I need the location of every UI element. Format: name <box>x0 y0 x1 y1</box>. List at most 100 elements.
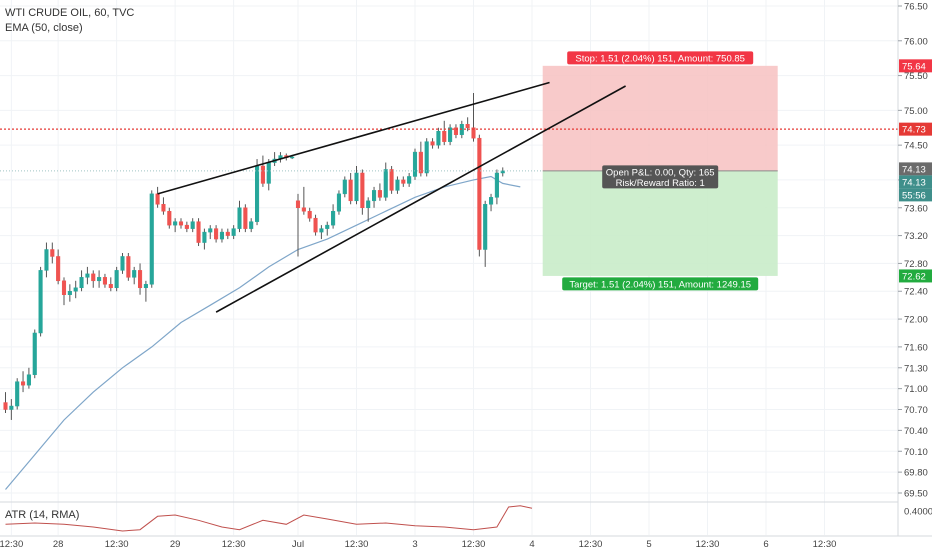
candle[interactable] <box>45 250 49 271</box>
candle[interactable] <box>121 256 125 270</box>
candle[interactable] <box>232 229 236 236</box>
candle[interactable] <box>115 270 119 287</box>
candle[interactable] <box>191 222 195 229</box>
candle[interactable] <box>179 222 183 225</box>
candle[interactable] <box>15 382 19 406</box>
candle[interactable] <box>425 142 429 173</box>
candle[interactable] <box>448 128 452 142</box>
candle[interactable] <box>97 277 101 280</box>
chart-legend: WTI CRUDE OIL, 60, TVC EMA (50, close) <box>5 6 134 36</box>
candle[interactable] <box>62 281 66 295</box>
candle[interactable] <box>21 382 25 385</box>
candle[interactable] <box>249 222 253 229</box>
candle[interactable] <box>366 201 370 208</box>
candle[interactable] <box>483 204 487 249</box>
candle[interactable] <box>290 157 294 158</box>
time-tick-label: 29 <box>170 539 181 550</box>
candle[interactable] <box>74 288 78 291</box>
candle[interactable] <box>203 232 207 242</box>
candle[interactable] <box>437 131 441 145</box>
candle[interactable] <box>442 131 446 141</box>
time-tick-label: 12:30 <box>579 539 603 550</box>
candle[interactable] <box>103 277 107 284</box>
candle[interactable] <box>80 277 84 287</box>
candle[interactable] <box>302 208 306 211</box>
candle[interactable] <box>27 375 31 385</box>
entry-price-tag: 74.13 <box>902 164 926 175</box>
candle[interactable] <box>314 218 318 232</box>
stop-price-tag: 75.64 <box>902 61 926 72</box>
candle[interactable] <box>396 180 400 190</box>
price-tick-label: 69.50 <box>904 489 928 500</box>
stop-loss-zone[interactable] <box>543 66 778 171</box>
atr-legend: ATR (14, RMA) <box>5 509 79 521</box>
time-tick-label: 12:30 <box>222 539 246 550</box>
candle[interactable] <box>208 229 212 232</box>
candle[interactable] <box>51 250 55 257</box>
time-tick-label: 5 <box>646 539 651 550</box>
candle[interactable] <box>337 194 341 211</box>
candle[interactable] <box>261 166 265 183</box>
candle[interactable] <box>162 204 166 211</box>
candle[interactable] <box>168 211 172 225</box>
candle[interactable] <box>10 406 14 409</box>
price-tick-label: 74.50 <box>904 141 928 152</box>
candle[interactable] <box>349 180 353 201</box>
candle[interactable] <box>156 194 160 204</box>
candle[interactable] <box>384 169 388 197</box>
candle[interactable] <box>238 208 242 229</box>
time-tick-label: 3 <box>412 539 417 550</box>
candle[interactable] <box>33 333 37 375</box>
candle[interactable] <box>185 225 189 228</box>
candle[interactable] <box>478 138 482 249</box>
candle[interactable] <box>56 256 60 280</box>
candle[interactable] <box>255 166 259 222</box>
candle[interactable] <box>413 152 417 176</box>
candle[interactable] <box>308 211 312 218</box>
atr-tick-label: 0.4000 <box>904 507 932 518</box>
candle[interactable] <box>267 163 271 184</box>
candle[interactable] <box>127 256 131 277</box>
candle[interactable] <box>296 201 300 208</box>
candle[interactable] <box>244 208 248 229</box>
candle[interactable] <box>39 270 43 333</box>
candle[interactable] <box>109 284 113 287</box>
price-tick-label: 71.60 <box>904 342 928 353</box>
candle[interactable] <box>4 403 8 410</box>
candle[interactable] <box>226 232 230 235</box>
candle[interactable] <box>132 270 136 277</box>
candle[interactable] <box>495 173 499 197</box>
candle[interactable] <box>361 173 365 208</box>
candle[interactable] <box>138 270 142 287</box>
candle[interactable] <box>390 169 394 190</box>
candle[interactable] <box>220 232 224 239</box>
candle[interactable] <box>355 173 359 201</box>
price-tick-label: 70.70 <box>904 405 928 416</box>
position-info-text: Open P&L: 0.00, Qty: 165 <box>606 167 715 178</box>
candle[interactable] <box>419 152 423 173</box>
candle[interactable] <box>86 274 90 277</box>
price-tick-label: 76.00 <box>904 36 928 47</box>
candle[interactable] <box>372 190 376 200</box>
candle[interactable] <box>320 229 324 232</box>
candle[interactable] <box>466 124 470 127</box>
candle[interactable] <box>173 222 177 225</box>
candle[interactable] <box>325 225 329 228</box>
candle[interactable] <box>150 194 154 284</box>
candle[interactable] <box>144 284 148 287</box>
candle[interactable] <box>378 190 382 197</box>
candle[interactable] <box>489 197 493 204</box>
candle[interactable] <box>197 222 201 243</box>
candle[interactable] <box>91 274 95 281</box>
candle[interactable] <box>331 211 335 225</box>
candle[interactable] <box>407 176 411 183</box>
candle[interactable] <box>402 180 406 183</box>
indicator-title: EMA (50, close) <box>5 21 134 36</box>
candle[interactable] <box>431 142 435 145</box>
time-tick-label: 12:30 <box>345 539 369 550</box>
candle[interactable] <box>343 180 347 194</box>
candle[interactable] <box>68 291 72 294</box>
candle[interactable] <box>214 229 218 239</box>
